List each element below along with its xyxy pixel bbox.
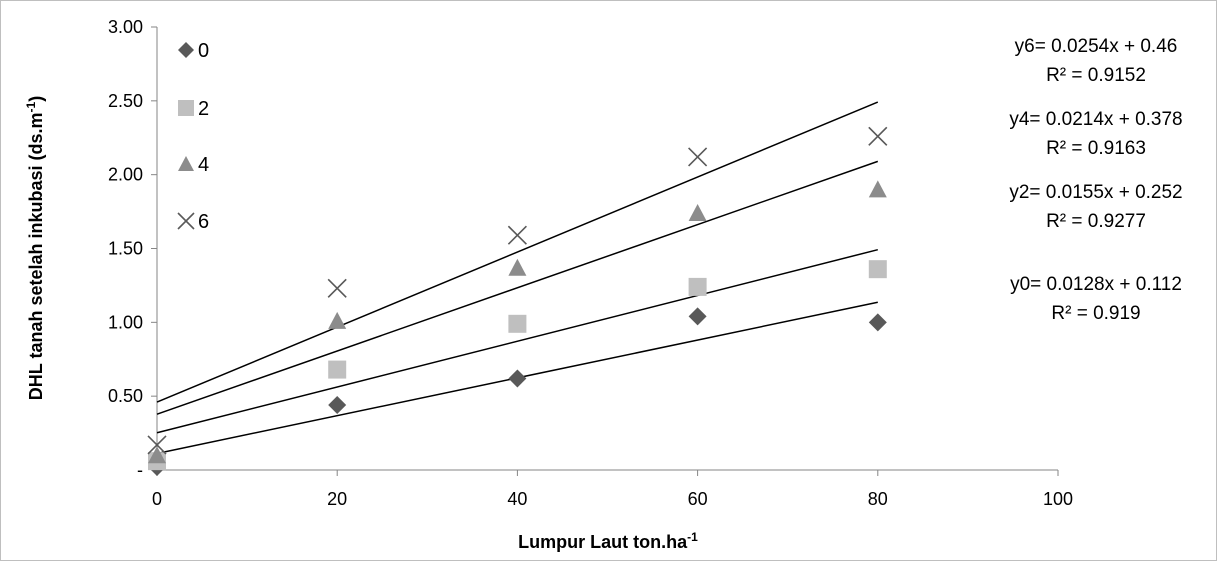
data-point-series-0 [868, 313, 887, 332]
data-point-series-2 [508, 314, 527, 333]
data-point-series-6 [507, 225, 527, 245]
trend-r2-0: R² = 0.919 [1051, 303, 1140, 324]
trend-r2-6: R² = 0.9152 [1046, 65, 1146, 86]
x-tick-label: 40 [507, 489, 527, 509]
data-point-series-0 [508, 369, 527, 388]
legend-marker-2 [178, 100, 194, 116]
trend-equation-4: y4= 0.0214x + 0.378 [1009, 109, 1182, 130]
y-axis-label: DHL tanah setelah inkubasi (ds.m-1) [24, 96, 46, 400]
legend-marker-0 [178, 42, 194, 58]
x-tick-label: 60 [688, 489, 708, 509]
data-point-series-2 [328, 360, 347, 379]
data-point-series-4 [508, 258, 527, 276]
data-point-series-0 [688, 307, 707, 326]
data-point-series-4 [868, 180, 887, 198]
trendline-series-6 [156, 101, 879, 403]
y-tick-label: 1.00 [108, 312, 143, 332]
x-tick-label: 100 [1043, 489, 1073, 509]
legend-marker-6 [177, 212, 195, 230]
trendlines [156, 101, 879, 455]
y-tick-label: 0.50 [108, 386, 143, 406]
legend: 0 2 4 6 [177, 40, 209, 233]
trendline-series-2 [156, 248, 878, 434]
legend-label-2: 2 [198, 98, 209, 120]
trend-equation-2: y2= 0.0155x + 0.252 [1009, 182, 1182, 203]
data-point-series-6 [688, 147, 708, 167]
y-tick-label: 2.50 [108, 91, 143, 111]
data-point-series-2 [868, 260, 887, 279]
x-axis-label: Lumpur Laut ton.ha-1 [518, 530, 698, 552]
legend-label-4: 4 [198, 154, 209, 176]
data-points [147, 126, 888, 477]
legend-label-0: 0 [198, 40, 209, 62]
trend-equation-0: y0= 0.0128x + 0.112 [1010, 274, 1182, 295]
legend-label-6: 6 [198, 211, 209, 233]
y-tick-label: 1.50 [108, 239, 143, 259]
axes: -0.501.001.502.002.503.000 20 40 60 80 100 [108, 17, 1073, 509]
x-tick-label: 80 [868, 489, 888, 509]
trend-r2-2: R² = 0.9277 [1046, 211, 1146, 232]
data-point-series-4 [688, 204, 707, 222]
data-point-series-6 [868, 126, 888, 146]
data-point-series-2 [688, 277, 707, 296]
trend-r2-4: R² = 0.9163 [1046, 138, 1146, 159]
data-point-series-6 [327, 278, 347, 298]
data-point-series-4 [148, 446, 166, 464]
trend-equation-6: y6= 0.0254x + 0.46 [1015, 36, 1178, 57]
trendline-series-4 [156, 160, 879, 415]
x-tick-label: 0 [152, 489, 162, 509]
data-point-series-6 [147, 435, 167, 455]
y-tick-label: 3.00 [108, 17, 143, 37]
y-tick-label: - [137, 460, 143, 480]
x-tick-label: 20 [327, 489, 347, 509]
y-tick-label: 2.00 [108, 165, 143, 185]
data-point-series-4 [328, 311, 347, 329]
legend-marker-4 [178, 156, 194, 171]
trend-equations: y6= 0.0254x + 0.46 R² = 0.9152 y4= 0.0214x… [1009, 36, 1182, 324]
data-point-series-0 [328, 396, 347, 415]
